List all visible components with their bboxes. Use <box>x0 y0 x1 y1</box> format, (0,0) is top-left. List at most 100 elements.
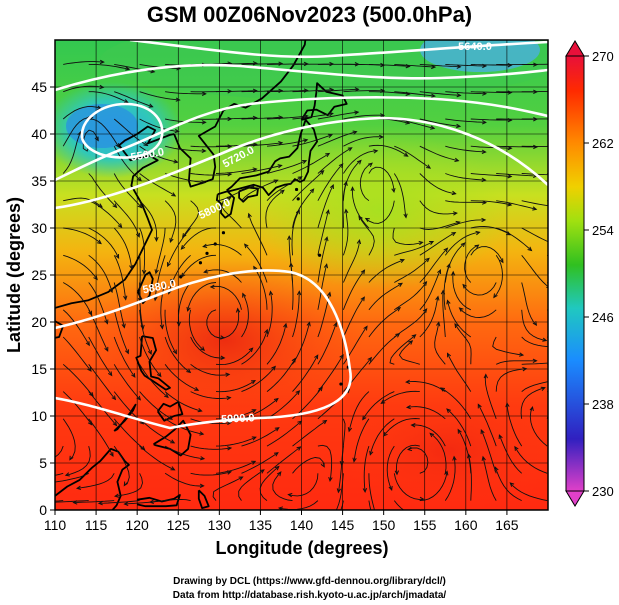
streamline <box>291 210 300 256</box>
streamline-arrow <box>154 236 159 242</box>
streamline-arrow <box>540 386 546 391</box>
streamline-arrow <box>454 157 460 162</box>
streamline-arrow <box>446 299 451 305</box>
streamline-arrow <box>250 185 256 190</box>
streamline-arrow <box>247 212 252 218</box>
streamline <box>394 241 434 256</box>
streamline-arrow <box>303 138 309 143</box>
height-contour <box>55 269 352 430</box>
streamline-arrow <box>104 319 109 325</box>
streamline <box>292 322 310 365</box>
streamline <box>215 347 253 366</box>
streamline-arrow <box>323 263 329 269</box>
streamline <box>419 91 461 96</box>
streamline-arrow <box>199 483 205 489</box>
streamline <box>482 456 497 501</box>
streamline-arrow <box>242 292 247 298</box>
streamline <box>317 131 357 147</box>
streamline-arrow <box>369 450 374 456</box>
streamline <box>392 227 423 245</box>
streamline-arrow <box>424 257 430 263</box>
height-contour <box>80 102 164 159</box>
streamline <box>82 129 99 152</box>
colorbar-tick-label: 254 <box>592 223 614 238</box>
streamline-arrow <box>559 90 563 93</box>
streamline-arrow <box>481 217 487 223</box>
streamline <box>154 255 166 301</box>
streamline-arrow <box>350 186 355 192</box>
streamline <box>342 240 360 283</box>
streamline-arrow <box>336 488 342 494</box>
streamline <box>188 309 205 351</box>
streamline <box>406 381 446 392</box>
streamline-arrow <box>150 69 156 74</box>
streamline <box>178 282 191 326</box>
streamline <box>368 282 403 311</box>
x-tick-label: 135 <box>249 517 273 533</box>
streamline <box>190 173 232 176</box>
streamline <box>206 309 225 339</box>
streamline-arrow <box>113 493 120 498</box>
streamline-arrow <box>96 239 102 245</box>
x-tick-label: 155 <box>413 517 437 533</box>
streamline-arrow <box>174 128 180 134</box>
streamline-arrow <box>422 281 428 286</box>
streamline <box>407 447 429 474</box>
streamline-arrow <box>363 325 368 331</box>
colorbar-min-arrow <box>565 490 585 507</box>
streamline-arrow <box>584 62 588 66</box>
streamline-arrow <box>135 232 140 238</box>
streamline <box>317 88 359 93</box>
streamline <box>447 353 472 392</box>
streamline-arrow <box>123 99 129 104</box>
streamline-arrow <box>403 152 409 157</box>
streamline <box>442 290 446 338</box>
streamline <box>509 482 548 502</box>
streamline <box>383 418 420 437</box>
streamline <box>484 374 497 419</box>
streamline-arrow <box>532 358 538 364</box>
streamline <box>335 473 344 510</box>
streamline <box>521 336 548 348</box>
colorbar-ticks: 230 238 246 254 262 270 <box>584 49 614 499</box>
streamline <box>459 307 497 318</box>
streamline <box>115 473 143 497</box>
island-dot <box>221 231 226 235</box>
streamline <box>164 364 199 391</box>
streamline-arrow <box>354 110 360 115</box>
streamline-arrow <box>148 499 154 504</box>
streamline <box>521 200 548 207</box>
streamline-arrow <box>227 446 233 451</box>
streamline <box>160 282 166 329</box>
streamline <box>470 91 512 93</box>
streamline <box>215 460 256 474</box>
x-axis-ticks: 110 115 120 125 130 135 140 145 150 155 160 165 <box>44 510 519 533</box>
streamline-arrow <box>439 387 445 392</box>
streamline-arrow <box>507 174 513 179</box>
streamline-arrow <box>314 354 319 360</box>
streamline <box>440 387 472 420</box>
streamline-arrow <box>356 238 362 245</box>
streamline <box>62 391 93 425</box>
x-tick-label: 115 <box>85 517 108 533</box>
streamline-arrow <box>199 431 205 436</box>
streamline <box>492 336 524 356</box>
streamline <box>445 173 486 181</box>
streamline-arrow <box>253 265 258 271</box>
streamline <box>429 433 447 474</box>
streamline-arrow <box>367 162 373 168</box>
streamline-arrow <box>360 269 366 275</box>
coastline-segment <box>55 125 175 309</box>
streamline <box>419 296 439 338</box>
streamline <box>212 476 243 501</box>
streamline <box>113 336 136 378</box>
streamline <box>343 150 378 174</box>
streamline <box>317 111 359 120</box>
streamline-arrow <box>373 149 379 154</box>
streamline-arrow <box>276 471 282 477</box>
streamline-arrow <box>406 446 413 452</box>
colorbar-tick-label: 246 <box>592 310 614 325</box>
streamline-arrow <box>137 203 143 209</box>
streamline <box>317 147 352 174</box>
streamline <box>317 184 334 229</box>
